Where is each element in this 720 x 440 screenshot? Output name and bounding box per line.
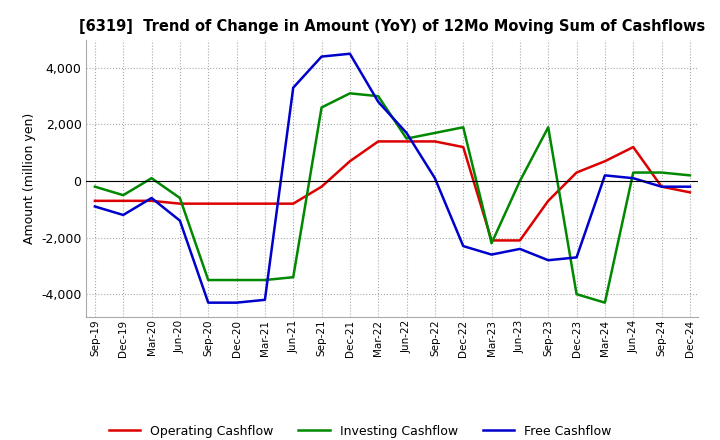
Free Cashflow [289, 85, 297, 90]
Operating Cashflow [374, 139, 382, 144]
Operating Cashflow [516, 238, 524, 243]
Operating Cashflow [657, 184, 666, 189]
Operating Cashflow [544, 198, 552, 203]
Investing Cashflow [516, 178, 524, 183]
Free Cashflow [233, 300, 241, 305]
Free Cashflow [572, 255, 581, 260]
Free Cashflow [318, 54, 326, 59]
Operating Cashflow [685, 190, 694, 195]
Title: [6319]  Trend of Change in Amount (YoY) of 12Mo Moving Sum of Cashflows: [6319] Trend of Change in Amount (YoY) o… [79, 19, 706, 34]
Investing Cashflow [629, 170, 637, 175]
Operating Cashflow [459, 144, 467, 150]
Operating Cashflow [261, 201, 269, 206]
Investing Cashflow [289, 275, 297, 280]
Investing Cashflow [544, 125, 552, 130]
Free Cashflow [402, 130, 411, 136]
Investing Cashflow [261, 277, 269, 282]
Operating Cashflow [91, 198, 99, 203]
Legend: Operating Cashflow, Investing Cashflow, Free Cashflow: Operating Cashflow, Investing Cashflow, … [104, 420, 616, 440]
Operating Cashflow [431, 139, 439, 144]
Operating Cashflow [572, 170, 581, 175]
Investing Cashflow [459, 125, 467, 130]
Investing Cashflow [402, 136, 411, 141]
Operating Cashflow [204, 201, 212, 206]
Free Cashflow [431, 176, 439, 181]
Investing Cashflow [204, 277, 212, 282]
Y-axis label: Amount (million yen): Amount (million yen) [22, 113, 35, 244]
Free Cashflow [346, 51, 354, 56]
Free Cashflow [176, 218, 184, 223]
Operating Cashflow [119, 198, 127, 203]
Line: Free Cashflow: Free Cashflow [95, 54, 690, 303]
Operating Cashflow [176, 201, 184, 206]
Free Cashflow [91, 204, 99, 209]
Investing Cashflow [91, 184, 99, 189]
Free Cashflow [487, 252, 496, 257]
Free Cashflow [261, 297, 269, 302]
Line: Investing Cashflow: Investing Cashflow [95, 93, 690, 303]
Investing Cashflow [233, 277, 241, 282]
Free Cashflow [148, 195, 156, 201]
Investing Cashflow [572, 292, 581, 297]
Operating Cashflow [148, 198, 156, 203]
Free Cashflow [657, 184, 666, 189]
Investing Cashflow [685, 173, 694, 178]
Line: Operating Cashflow: Operating Cashflow [95, 141, 690, 240]
Free Cashflow [119, 213, 127, 218]
Operating Cashflow [346, 158, 354, 164]
Free Cashflow [516, 246, 524, 252]
Operating Cashflow [233, 201, 241, 206]
Investing Cashflow [119, 193, 127, 198]
Operating Cashflow [600, 158, 609, 164]
Free Cashflow [600, 173, 609, 178]
Investing Cashflow [176, 195, 184, 201]
Investing Cashflow [600, 300, 609, 305]
Free Cashflow [374, 99, 382, 104]
Operating Cashflow [487, 238, 496, 243]
Investing Cashflow [487, 241, 496, 246]
Free Cashflow [204, 300, 212, 305]
Operating Cashflow [402, 139, 411, 144]
Operating Cashflow [289, 201, 297, 206]
Investing Cashflow [148, 176, 156, 181]
Investing Cashflow [374, 94, 382, 99]
Operating Cashflow [629, 144, 637, 150]
Operating Cashflow [318, 184, 326, 189]
Investing Cashflow [318, 105, 326, 110]
Investing Cashflow [657, 170, 666, 175]
Free Cashflow [685, 184, 694, 189]
Free Cashflow [459, 243, 467, 249]
Free Cashflow [629, 176, 637, 181]
Free Cashflow [544, 257, 552, 263]
Investing Cashflow [431, 130, 439, 136]
Investing Cashflow [346, 91, 354, 96]
